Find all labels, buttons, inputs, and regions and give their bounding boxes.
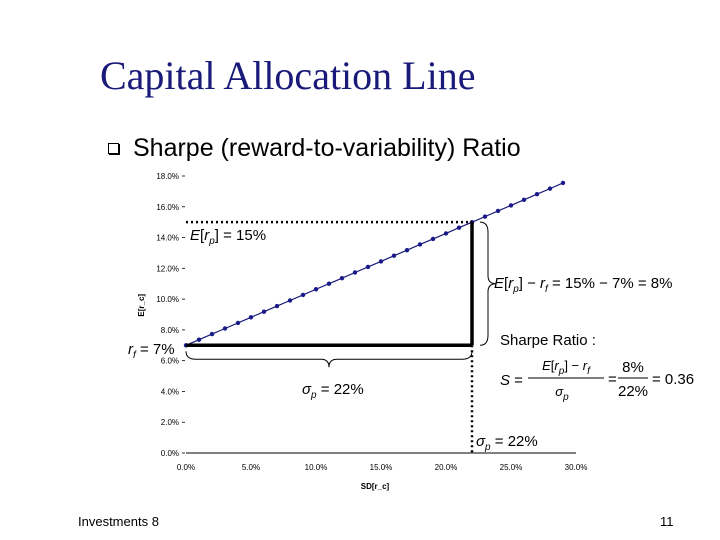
cal-point: [261, 309, 267, 314]
sigma-axis-label: σp​ = 22%: [476, 433, 538, 453]
y-tick-label: 0.0%: [161, 449, 179, 458]
risk-free-label: rf​ = 7%: [128, 341, 175, 361]
cal-point: [521, 197, 527, 203]
cal-point: [365, 264, 371, 270]
sharpe-lhs: S =: [500, 372, 523, 389]
cal-point: [456, 225, 462, 230]
x-tick-label: 30.0%: [565, 463, 588, 472]
expected-return-label: E[rp​] = 15%: [190, 227, 266, 247]
footer-course-label: Investments 8: [78, 514, 159, 529]
sharpe-heading: Sharpe Ratio :: [500, 332, 596, 349]
y-axis-label: E[r_c]: [137, 294, 146, 317]
x-tick-label: 0.0%: [177, 463, 195, 472]
y-tick-label: 16.0%: [156, 203, 179, 212]
chart-ticks: 0.0% 2.0% 4.0% 6.0% 8.0% 10.0% 12.0% 14.0% 16.0%…: [137, 172, 587, 491]
cal-point: [209, 331, 215, 337]
sigma-brace: [185, 351, 473, 368]
y-tick-label: 6.0%: [161, 357, 179, 366]
sigma-mid-label: σp​ = 22%: [302, 381, 364, 401]
cal-point: [391, 253, 397, 258]
sharpe-numerator-value: 8%: [622, 359, 644, 376]
slide-title: Capital Allocation Line: [100, 53, 476, 98]
cal-point: [378, 259, 384, 264]
cal-point: [417, 242, 423, 247]
cal-point: [443, 231, 449, 236]
y-tick-label: 2.0%: [161, 418, 179, 427]
y-tick-label: 4.0%: [161, 387, 179, 396]
page-number: 11: [660, 514, 674, 529]
x-tick-label: 15.0%: [370, 463, 393, 472]
sharpe-equals: =: [608, 371, 617, 388]
x-tick-label: 5.0%: [242, 463, 260, 472]
cal-point: [547, 186, 553, 191]
y-tick-label: 10.0%: [156, 295, 179, 304]
risk-premium-label: E[rp​] − rf​ = 15% − 7% = 8%: [494, 275, 672, 295]
cal-point: [508, 203, 514, 208]
sharpe-result: = 0.36: [652, 371, 694, 388]
cal-point: [287, 298, 293, 303]
cal-point: [560, 180, 566, 186]
x-axis-label: SD[r_c]: [361, 482, 390, 491]
checkbox-bullet-icon: [108, 142, 119, 154]
y-tick-label: 8.0%: [161, 326, 179, 335]
bullet-item: Sharpe (reward-to-variability) Ratio: [108, 128, 521, 168]
x-tick-label: 10.0%: [305, 463, 328, 472]
y-tick-label: 12.0%: [156, 264, 179, 273]
cal-point: [534, 191, 540, 197]
y-tick-label: 14.0%: [156, 234, 179, 243]
cal-point: [339, 275, 345, 281]
cal-line: [185, 182, 564, 346]
sharpe-numerator: E[rp​] − rf​: [542, 358, 591, 377]
sharpe-denominator-value: 22%: [618, 383, 648, 400]
cal-point: [222, 326, 228, 331]
x-tick-label: 25.0%: [500, 463, 523, 472]
cal-point: [326, 281, 332, 286]
cal-point: [482, 214, 488, 219]
cal-point: [248, 315, 254, 320]
cal-point: [313, 287, 319, 292]
bullet-text: Sharpe (reward-to-variability) Ratio: [133, 133, 521, 162]
chart-series: [183, 180, 566, 348]
cal-point: [300, 292, 306, 298]
risk-premium-brace: [479, 221, 497, 346]
cal-point: [274, 303, 280, 309]
cal-point: [430, 236, 436, 242]
cal-point: [404, 247, 410, 253]
cal-point: [495, 208, 501, 214]
cal-point: [196, 337, 202, 342]
chart-annotations: E[rp​] = 15% E[rp​] − rf​ = 15% − 7% = 8%…: [128, 220, 694, 453]
y-tick-label: 18.0%: [156, 172, 179, 181]
cal-point: [235, 320, 241, 326]
sharpe-denominator: σp​: [555, 384, 569, 403]
cal-point: [352, 270, 358, 275]
x-tick-label: 20.0%: [435, 463, 458, 472]
